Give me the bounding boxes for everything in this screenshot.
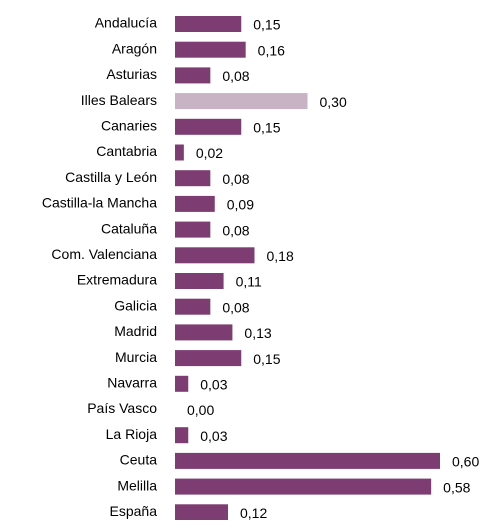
category-label: Castilla-la Mancha: [42, 195, 157, 211]
bar: [175, 350, 242, 367]
bar: [175, 16, 242, 32]
category-label: Asturias: [106, 66, 157, 82]
bar: [175, 247, 255, 264]
bar: [175, 504, 228, 521]
bar: [175, 195, 215, 212]
value-label: 0,09: [227, 197, 254, 213]
value-label: 0,03: [200, 377, 227, 393]
category-label: Navarra: [107, 375, 157, 391]
bar: [175, 93, 308, 110]
category-label: Madrid: [114, 323, 157, 339]
bar: [175, 273, 224, 289]
value-label: 0,15: [253, 120, 280, 136]
value-label: 0,00: [187, 402, 214, 418]
bar: [175, 452, 440, 469]
bar: [175, 118, 242, 135]
category-label: Castilla y León: [65, 169, 157, 185]
category-label: Extremadura: [77, 272, 157, 288]
value-label: 0,03: [200, 428, 227, 444]
category-label: Murcia: [115, 349, 157, 365]
bar: [175, 221, 211, 238]
category-label: País Vasco: [87, 400, 157, 416]
bar: [175, 298, 211, 315]
value-label: 0,60: [452, 454, 479, 470]
value-label: 0,18: [267, 248, 294, 264]
category-label: Melilla: [117, 477, 157, 493]
value-label: 0,30: [320, 94, 347, 110]
category-label: Andalucía: [95, 15, 157, 31]
category-label: España: [110, 503, 158, 519]
category-label: Canaries: [101, 118, 157, 134]
bar: [175, 427, 189, 444]
category-label: Illes Balears: [81, 92, 157, 108]
bar: [175, 324, 233, 341]
bar: [175, 144, 184, 161]
bar: [175, 41, 246, 58]
value-label: 0,08: [222, 222, 249, 238]
category-label: Cataluña: [101, 220, 157, 236]
value-label: 0,16: [258, 42, 285, 58]
value-label: 0,13: [244, 325, 271, 341]
value-label: 0,12: [240, 505, 267, 520]
bar: [175, 478, 432, 495]
category-label: Cantabria: [96, 143, 157, 159]
category-label: La Rioja: [106, 426, 158, 442]
category-label: Ceuta: [120, 452, 158, 468]
value-label: 0,15: [253, 17, 280, 33]
bar: [175, 67, 211, 84]
category-label: Galicia: [114, 297, 157, 313]
value-label: 0,08: [222, 68, 249, 84]
value-label: 0,08: [222, 171, 249, 187]
bar: [175, 170, 211, 187]
category-label: Com. Valenciana: [51, 246, 157, 262]
value-label: 0,02: [196, 145, 223, 161]
category-label: Aragón: [112, 40, 157, 56]
value-label: 0,08: [222, 299, 249, 315]
value-label: 0,15: [253, 351, 280, 367]
value-label: 0,11: [236, 274, 262, 290]
bar: [175, 375, 189, 392]
value-label: 0,58: [443, 479, 470, 495]
